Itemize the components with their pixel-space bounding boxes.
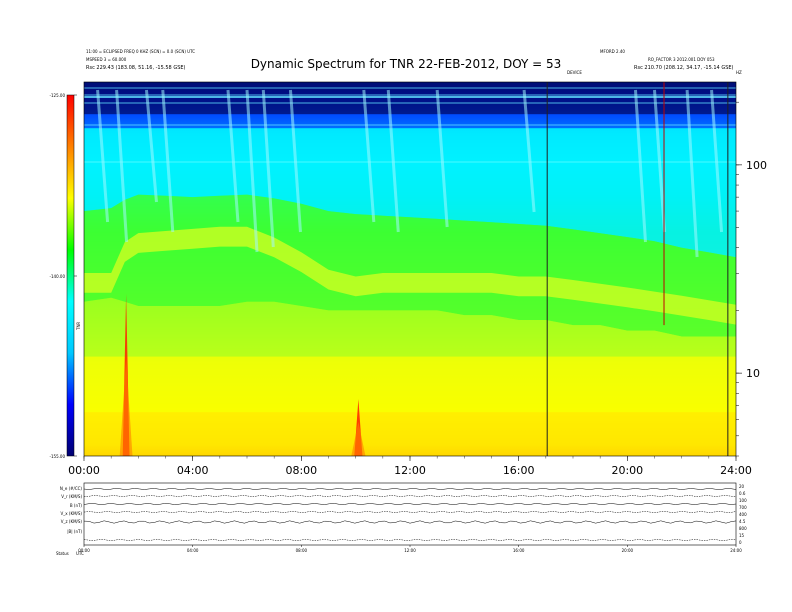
solar-wind-right-label: 20	[739, 484, 745, 489]
frequency-axis: 100 10	[736, 101, 767, 457]
solar-wind-trace	[83, 511, 737, 513]
solar-wind-right-label: 700	[739, 505, 747, 510]
time-tick-label: 04:00	[177, 464, 209, 477]
solar-wind-footer-label: Status	[56, 551, 69, 556]
colorbar-ticks: -125.00 -140.00 -155.00	[50, 93, 77, 459]
time-tick-label: 24:00	[720, 464, 752, 477]
solar-wind-right-label: 0	[739, 540, 742, 545]
time-tick-label: 16:00	[503, 464, 535, 477]
type-iii-streak	[288, 89, 302, 233]
time-tick-label: 20:00	[611, 464, 643, 477]
header-left-line-2: MSPEED 3 = 60.000	[86, 57, 127, 62]
low-frequency-bursts	[119, 293, 366, 456]
header-left-line-3: Rsc 229.43 (183.08, 51.16, -15.58 GSE)	[86, 65, 186, 71]
burst-halo	[119, 358, 133, 456]
solar-wind-right-label: 0.6	[739, 491, 746, 496]
solar-wind-trace	[83, 495, 737, 497]
solar-wind-tick-label: 04:00	[187, 548, 199, 553]
header-left: 11:00 = ECLIPSED FREQ 0 KHZ (SCN) = 0.0 …	[86, 49, 195, 71]
time-tick-label: 12:00	[394, 464, 426, 477]
bottom-yellow-region	[84, 412, 736, 456]
lower-green-region	[84, 297, 736, 357]
hz-label: HZ	[736, 70, 742, 75]
solar-wind-row-label: V_r (KM/S)	[61, 494, 82, 499]
solar-wind-row-label: V_x (KM/S)	[61, 511, 83, 516]
type-iii-streaks	[96, 89, 724, 258]
type-iii-streak	[386, 89, 400, 233]
burst-halo	[351, 421, 366, 456]
header-right: MFORD 2.40 RO_FACTOR 3 2012.001 DOY 053 …	[600, 49, 734, 71]
header-right-line-2: RO_FACTOR 3 2012.001 DOY 053	[648, 57, 715, 62]
solar-wind-tick-label: 08:00	[296, 548, 308, 553]
solar-wind-tick-label: 16:00	[513, 548, 525, 553]
frequency-tick-label: 10	[746, 367, 760, 380]
colorbar-tick-label: -140.00	[50, 274, 66, 279]
type-iii-streak	[362, 89, 376, 223]
solar-wind-panel: N_e (#/CC) V_r (KM/S) B (nT) V_x (KM/S) V_z …	[56, 482, 747, 556]
solar-wind-right-label: 4.5	[739, 519, 746, 524]
solar-wind-trace	[83, 520, 737, 524]
header-left-line-1: 11:00 = ECLIPSED FREQ 0 KHZ (SCN) = 0.0 …	[86, 49, 195, 54]
solar-wind-row-label: N_e (#/CC)	[60, 486, 83, 491]
colorbar	[66, 94, 75, 457]
solar-wind-tick-label: 12:00	[404, 548, 416, 553]
solar-wind-row-label: V_z (KM/S)	[61, 519, 83, 524]
spectrum-plot	[84, 82, 736, 456]
type-iii-streak	[633, 89, 647, 243]
solar-wind-footer-label: UTC	[76, 551, 84, 556]
colorbar-label: TNR	[76, 322, 81, 331]
type-iii-streak	[245, 89, 259, 253]
frequency-tick-label: 100	[746, 159, 767, 172]
time-axis: 00:00 04:00 08:00 12:00 16:00 20:00 24:00	[68, 456, 752, 477]
type-iii-streak	[435, 89, 449, 228]
solar-wind-tick-label: 00:00	[78, 548, 90, 553]
type-iii-streak	[226, 89, 240, 223]
solar-wind-trace	[83, 503, 737, 505]
type-iii-streak	[161, 89, 175, 233]
type-iii-streak	[653, 89, 666, 233]
solar-wind-right-label: 100	[739, 498, 747, 503]
type-iii-streak	[522, 89, 536, 213]
solar-wind-trace	[83, 488, 737, 490]
spectrum-layers	[84, 82, 736, 456]
solar-wind-tick-label: 24:00	[730, 548, 742, 553]
solar-wind-row-label: B (nT)	[70, 503, 83, 508]
time-tick-label: 00:00	[68, 464, 100, 477]
solar-wind-right-label: 15	[739, 533, 745, 538]
header-right-line-3: Rsc 210.70 (208.12, 34.17, -15.14 GSE)	[634, 65, 734, 71]
yellow-region	[84, 356, 736, 413]
type-iii-streak	[710, 89, 724, 233]
time-tick-label: 08:00	[285, 464, 317, 477]
plasma-line	[84, 226, 736, 325]
solar-wind-right-label: 400	[739, 512, 747, 517]
solar-wind-row-label: |B| (nT)	[67, 529, 82, 534]
device-label: DEVICE	[567, 70, 582, 75]
type-iii-streak	[115, 89, 129, 243]
colorbar-tick-label: -155.00	[50, 454, 66, 459]
type-iii-streak	[96, 89, 110, 223]
solar-wind-tick-label: 20:00	[622, 548, 634, 553]
chart-title: Dynamic Spectrum for TNR 22-FEB-2012, DO…	[251, 57, 562, 71]
colorbar-tick-label: -125.00	[50, 93, 66, 98]
solar-wind-right-label: 800	[739, 526, 747, 531]
vertical-marker-lines	[546, 82, 729, 456]
type-iii-streak	[261, 89, 275, 248]
type-iii-streak	[685, 89, 699, 258]
solar-wind-trace	[83, 539, 737, 541]
cyan-region	[84, 128, 736, 258]
header-right-line-1: MFORD 2.40	[600, 49, 625, 54]
type-iii-streak	[144, 89, 158, 203]
solar-wind-frame	[83, 482, 737, 546]
